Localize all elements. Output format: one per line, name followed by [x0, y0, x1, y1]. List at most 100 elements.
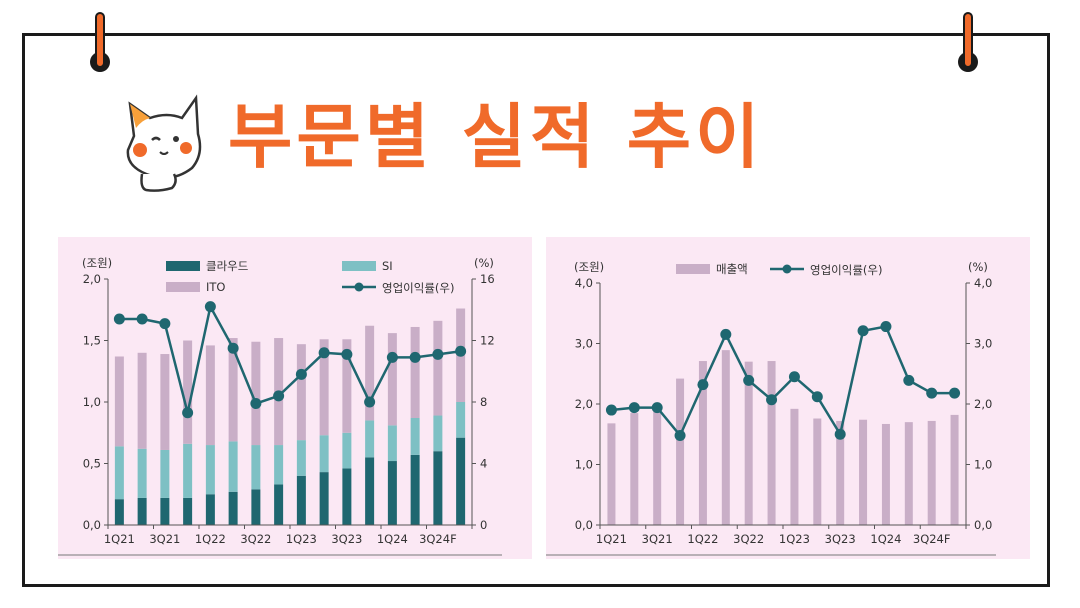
y-tick-label: 1,0 — [83, 395, 101, 409]
bar-revenue — [927, 420, 936, 525]
y2-tick-label: 1,0 — [974, 458, 992, 472]
y2-tick-label: 8 — [480, 395, 487, 409]
y2-axis-unit: (%) — [474, 256, 494, 270]
bar-si — [137, 448, 147, 498]
bar-revenue — [698, 361, 707, 525]
bar-cloud — [205, 494, 215, 525]
bar-ito — [137, 352, 147, 449]
margin-point — [674, 429, 686, 441]
margin-point — [159, 318, 171, 330]
margin-point — [766, 394, 778, 406]
margin-point — [455, 345, 467, 357]
legend-swatch-ito — [166, 282, 200, 292]
bar-revenue — [881, 423, 890, 525]
y-tick-label: 0,5 — [83, 457, 101, 471]
margin-point — [949, 387, 961, 399]
bar-ito — [410, 326, 420, 418]
bar-ito — [296, 344, 306, 441]
margin-point — [136, 313, 148, 325]
bar-cloud — [387, 461, 397, 525]
bar-revenue — [904, 422, 913, 525]
legend-marker-margin — [354, 282, 364, 292]
margin-line — [611, 325, 955, 438]
x-tick-label: 3Q24F — [419, 532, 457, 546]
legend-marker-margin — [782, 264, 792, 274]
bar-revenue — [813, 418, 822, 525]
x-tick-label: 1Q22 — [687, 532, 718, 546]
y2-tick-label: 3,0 — [974, 337, 992, 351]
bar-cloud — [365, 457, 375, 525]
pin-left-icon — [90, 12, 110, 74]
bar-cloud — [114, 499, 124, 525]
bar-ito — [365, 325, 375, 421]
bar-ito — [205, 345, 215, 446]
bar-cloud — [410, 454, 420, 525]
bar-si — [160, 449, 170, 498]
margin-point — [857, 325, 869, 337]
bar-revenue — [653, 411, 662, 525]
bar-cloud — [183, 497, 193, 525]
y-tick-label: 1,0 — [575, 458, 593, 472]
x-tick-label: 3Q23 — [825, 532, 856, 546]
bar-ito — [387, 333, 397, 426]
bar-revenue — [607, 423, 616, 525]
x-tick-label: 3Q21 — [149, 532, 180, 546]
x-tick-label: 3Q21 — [642, 532, 673, 546]
bar-ito — [342, 339, 352, 433]
bar-revenue — [859, 419, 868, 525]
bar-si — [296, 440, 306, 476]
bar-revenue — [676, 378, 685, 525]
bar-cloud — [456, 437, 466, 525]
bar-si — [205, 445, 215, 495]
x-tick-label: 3Q22 — [733, 532, 764, 546]
bar-si — [387, 425, 397, 462]
bar-cloud — [342, 468, 352, 525]
bar-cloud — [228, 491, 238, 525]
margin-point — [227, 342, 239, 354]
margin-point — [432, 348, 444, 360]
bar-cloud — [274, 484, 284, 525]
x-tick-label: 3Q24F — [913, 532, 951, 546]
x-tick-label: 1Q24 — [870, 532, 901, 546]
y-tick-label: 3,0 — [575, 337, 593, 351]
bar-ito — [183, 340, 193, 444]
x-tick-label: 3Q22 — [240, 532, 271, 546]
bar-si — [410, 417, 420, 455]
bar-ito — [228, 338, 238, 442]
x-tick-label: 1Q22 — [195, 532, 226, 546]
bar-cloud — [251, 489, 261, 525]
bar-revenue — [721, 350, 730, 525]
bar-cloud — [319, 472, 329, 525]
margin-point — [697, 379, 709, 391]
margin-point — [720, 328, 732, 340]
legend-swatch-cloud — [166, 261, 200, 271]
y-tick-label: 4,0 — [575, 276, 593, 290]
y-tick-label: 1,5 — [83, 334, 101, 348]
margin-point — [182, 407, 194, 419]
chart-revenue-panel: 0,0 1,0 2,0 3,0 4,0 0,0 1,0 2,0 3,0 4,0 (조원) (%) 1Q2… — [546, 237, 1030, 559]
bar-si — [433, 415, 443, 452]
y-axis-unit: (조원) — [574, 260, 604, 274]
bar-ito — [433, 320, 443, 416]
x-tick-label: 1Q21 — [104, 532, 135, 546]
bar-si — [114, 446, 124, 500]
bar-si — [456, 402, 466, 438]
margin-point — [903, 374, 915, 386]
x-tick-label: 1Q23 — [779, 532, 810, 546]
legend-label-ito: ITO — [206, 280, 225, 294]
margin-point — [295, 368, 307, 380]
bar-si — [274, 445, 284, 485]
margin-point — [250, 398, 262, 410]
margin-point — [409, 351, 421, 363]
cat-mascot-icon — [126, 94, 202, 192]
bar-cloud — [137, 497, 147, 525]
margin-point — [204, 301, 216, 313]
y2-axis-unit: (%) — [968, 260, 988, 274]
x-tick-label: 1Q24 — [377, 532, 408, 546]
legend-swatch-revenue — [676, 264, 710, 274]
bar-revenue — [790, 408, 799, 525]
revenue-chart: 0,0 1,0 2,0 3,0 4,0 0,0 1,0 2,0 3,0 4,0 (조원) (%) 1Q2… — [546, 260, 996, 556]
bar-ito — [251, 341, 261, 446]
chart-segment-panel: 0,0 0,5 1,0 1,5 2,0 0 4 8 12 16 (조원) (%) 1Q21 3Q21 1Q2… — [58, 237, 532, 559]
bar-ito — [319, 339, 329, 436]
